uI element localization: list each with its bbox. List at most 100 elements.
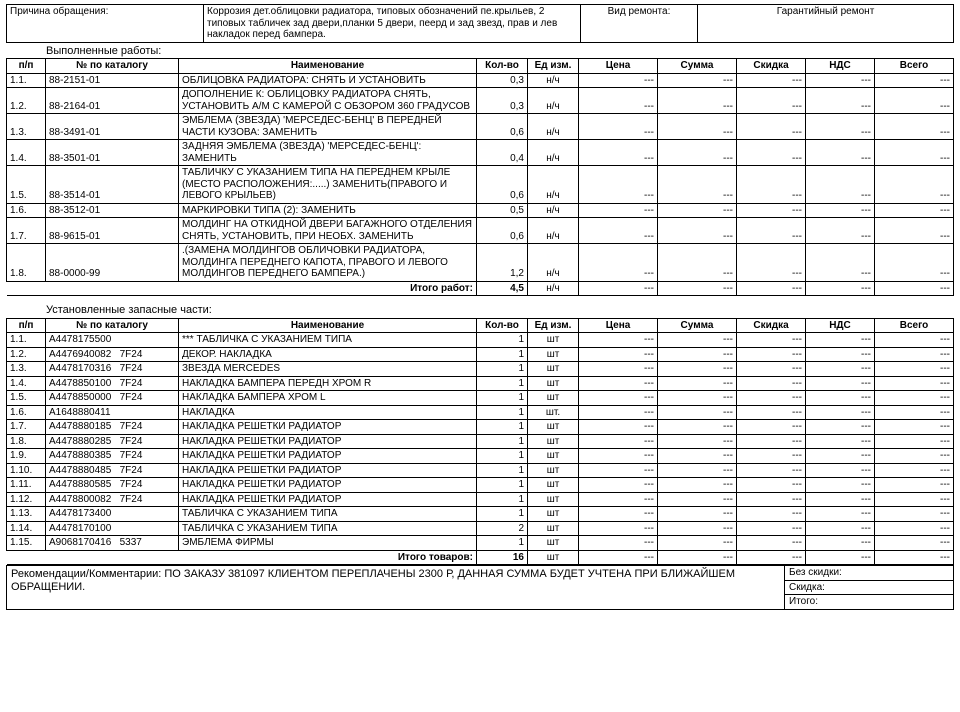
- col-qty: Кол-во: [477, 318, 528, 333]
- cell-name: ТАБЛИЧКА С УКАЗАНИЕМ ТИПА: [179, 521, 477, 536]
- cell-name: НАКЛАДКА РЕШЕТКИ РАДИАТОР: [179, 420, 477, 435]
- cell-vat: ---: [806, 536, 875, 551]
- cell-vat: ---: [806, 405, 875, 420]
- table-row: 1.4.88-3501-01ЗАДНЯЯ ЭМБЛЕМА (ЗВЕЗДА) 'М…: [7, 140, 954, 166]
- cell-disc: ---: [737, 536, 806, 551]
- cell-name: ОБЛИЦОВКА РАДИАТОРА: СНЯТЬ И УСТАНОВИТЬ: [179, 73, 477, 88]
- cell-sum: ---: [658, 347, 737, 362]
- cell-cat: A4478170316 7F24: [46, 362, 179, 377]
- cell-disc: ---: [737, 333, 806, 348]
- cell-vat: ---: [806, 507, 875, 522]
- cell-cat: A4478850100 7F24: [46, 376, 179, 391]
- cell-pp: 1.2.: [7, 88, 46, 114]
- cell-pp: 1.5.: [7, 391, 46, 406]
- cell-qty: 0,6: [477, 114, 528, 140]
- cell-unit: шт: [528, 362, 579, 377]
- cell-sum: ---: [658, 463, 737, 478]
- cell-qty: 1: [477, 434, 528, 449]
- cell-unit: н/ч: [528, 203, 579, 218]
- cell-unit: шт: [528, 507, 579, 522]
- cell-total: ---: [875, 536, 954, 551]
- cell-name: НАКЛАДКА РЕШЕТКИ РАДИАТОР: [179, 478, 477, 493]
- cell-vat: ---: [806, 434, 875, 449]
- cell-qty: 1: [477, 463, 528, 478]
- col-qty: Кол-во: [477, 59, 528, 74]
- cell-name: НАКЛАДКА РЕШЕТКИ РАДИАТОР: [179, 492, 477, 507]
- cell-sum: ---: [658, 449, 737, 464]
- cell-disc: ---: [737, 347, 806, 362]
- works-tbody: 1.1.88-2151-01ОБЛИЦОВКА РАДИАТОРА: СНЯТЬ…: [7, 73, 954, 281]
- cell-vat: ---: [806, 244, 875, 282]
- cell-name: ДОПОЛНЕНИЕ К: ОБЛИЦОВКУ РАДИАТОРА СНЯТЬ,…: [179, 88, 477, 114]
- cell-pp: 1.7.: [7, 218, 46, 244]
- cell-dash: ---: [579, 550, 658, 565]
- cell-name: НАКЛАДКА БАМПЕРА ХРОМ L: [179, 391, 477, 406]
- cell-vat: ---: [806, 420, 875, 435]
- cell-cat: 88-2164-01: [46, 88, 179, 114]
- col-disc: Скидка: [737, 318, 806, 333]
- cell-name: НАКЛАДКА РЕШЕТКИ РАДИАТОР: [179, 449, 477, 464]
- col-pp: п/п: [7, 59, 46, 74]
- cell-qty: 1: [477, 405, 528, 420]
- cell-unit: шт: [528, 521, 579, 536]
- cell-cat: 88-0000-99: [46, 244, 179, 282]
- cell-total: ---: [875, 166, 954, 204]
- cell-unit: н/ч: [528, 218, 579, 244]
- cell-disc: ---: [737, 114, 806, 140]
- cell-price: ---: [579, 347, 658, 362]
- cell-vat: ---: [806, 203, 875, 218]
- cell-disc: ---: [737, 376, 806, 391]
- cell-pp: 1.4.: [7, 140, 46, 166]
- col-sum: Сумма: [658, 59, 737, 74]
- cell-pp: 1.6.: [7, 405, 46, 420]
- cell-name: МОЛДИНГ НА ОТКИДНОЙ ДВЕРИ БАГАЖНОГО ОТДЕ…: [179, 218, 477, 244]
- cell-sum: ---: [658, 140, 737, 166]
- cell-total: ---: [875, 463, 954, 478]
- cell-pp: 1.2.: [7, 347, 46, 362]
- cell-total: ---: [875, 492, 954, 507]
- cell-pp: 1.8.: [7, 434, 46, 449]
- cell-total: ---: [875, 478, 954, 493]
- cell-disc: ---: [737, 73, 806, 88]
- works-total-label: Итого работ:: [7, 281, 477, 296]
- cell-vat: ---: [806, 88, 875, 114]
- cell-price: ---: [579, 536, 658, 551]
- cell-price: ---: [579, 166, 658, 204]
- cell-qty: 0,6: [477, 218, 528, 244]
- cell-pp: 1.7.: [7, 420, 46, 435]
- cell-pp: 1.1.: [7, 73, 46, 88]
- table-row: 1.2.A4476940082 7F24ДЕКОР. НАКЛАДКА1шт--…: [7, 347, 954, 362]
- repair-type-label: Вид ремонта:: [581, 5, 698, 43]
- cell-unit: н/ч: [528, 140, 579, 166]
- col-unit: Ед изм.: [528, 59, 579, 74]
- cell-price: ---: [579, 362, 658, 377]
- cell-total: ---: [875, 140, 954, 166]
- cell-vat: ---: [806, 376, 875, 391]
- works-section-title: Выполненные работы:: [6, 43, 954, 59]
- cell-price: ---: [579, 420, 658, 435]
- cell-disc: ---: [737, 203, 806, 218]
- cell-pp: 1.8.: [7, 244, 46, 282]
- cell-qty: 0,5: [477, 203, 528, 218]
- table-row: 1.10.A4478880485 7F24НАКЛАДКА РЕШЕТКИ РА…: [7, 463, 954, 478]
- cell-dash: ---: [579, 281, 658, 296]
- cell-price: ---: [579, 463, 658, 478]
- table-row: 1.6.A1648880411НАКЛАДКА1шт.-------------…: [7, 405, 954, 420]
- cell-price: ---: [579, 140, 658, 166]
- parts-table: п/п № по каталогу Наименование Кол-во Ед…: [6, 318, 954, 566]
- cell-sum: ---: [658, 420, 737, 435]
- cell-vat: ---: [806, 333, 875, 348]
- total-label: Итого:: [785, 595, 954, 610]
- cell-name: .(ЗАМЕНА МОЛДИНГОВ ОБЛИЧОВКИ РАДИАТОРА, …: [179, 244, 477, 282]
- cell-vat: ---: [806, 362, 875, 377]
- cell-disc: ---: [737, 391, 806, 406]
- cell-disc: ---: [737, 244, 806, 282]
- parts-total-row: Итого товаров: 16 шт --- --- --- --- ---: [7, 550, 954, 565]
- cell-dash: ---: [875, 281, 954, 296]
- no-discount-label: Без скидки:: [785, 566, 954, 581]
- table-row: 1.3.88-3491-01ЭМБЛЕМА (ЗВЕЗДА) 'МЕРСЕДЕС…: [7, 114, 954, 140]
- cell-cat: A4478880385 7F24: [46, 449, 179, 464]
- table-row: 1.3.A4478170316 7F24ЗВЕЗДА MERCEDES1шт--…: [7, 362, 954, 377]
- cell-disc: ---: [737, 463, 806, 478]
- cell-total: ---: [875, 244, 954, 282]
